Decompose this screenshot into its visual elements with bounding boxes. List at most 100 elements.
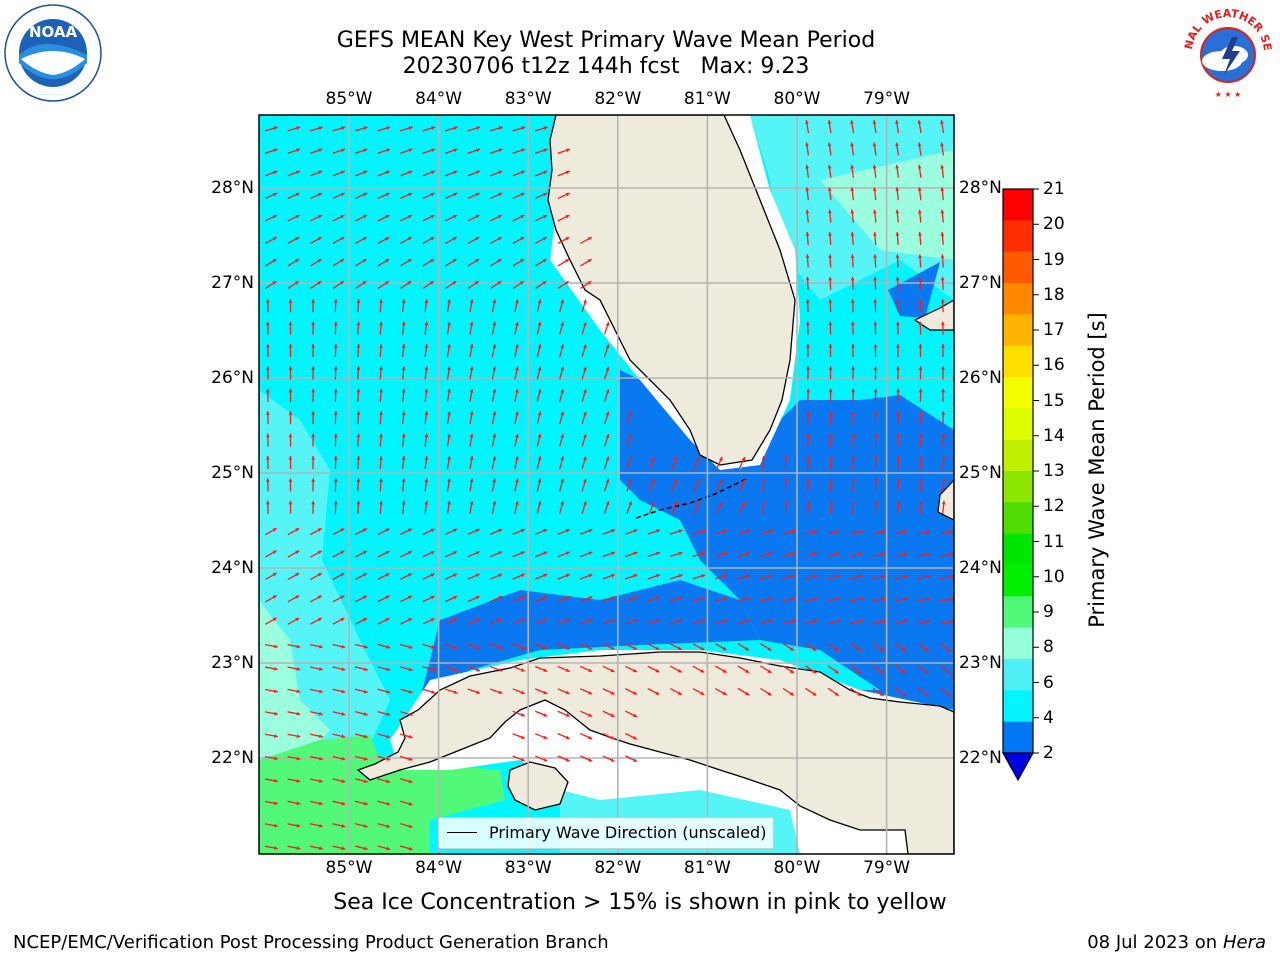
wave-arrow-head	[386, 779, 391, 784]
wave-arrow-head	[265, 344, 270, 348]
footer-host: Hera	[1222, 932, 1266, 953]
footer-date-text: 08 Jul 2023 on	[1087, 932, 1223, 953]
wave-arrow-head	[827, 142, 832, 147]
wave-arrow-head	[311, 456, 316, 460]
wave-arrow-head	[650, 479, 655, 483]
wave-arrow-head	[492, 388, 497, 393]
wave-arrow-head	[610, 596, 615, 600]
wave-arrow-head	[940, 142, 944, 147]
lon-label-bottom: 81°W	[683, 858, 731, 878]
wave-arrow-head	[431, 645, 436, 649]
wave-arrow-head	[926, 552, 931, 557]
wave-arrow-head	[949, 552, 953, 557]
wave-arrow-head	[851, 344, 855, 348]
wave-arrow-head	[274, 756, 278, 761]
wave-arrow-head	[385, 192, 390, 197]
wave-arrow-head	[583, 478, 587, 483]
wave-arrow-head	[424, 411, 429, 416]
wave-arrow-head	[296, 666, 301, 671]
wave-arrow-head	[632, 691, 637, 695]
wave-arrow-head	[701, 596, 706, 601]
wave-arrow-head	[632, 758, 637, 762]
wave-arrow-head	[498, 690, 503, 695]
wave-arrow-head	[583, 434, 587, 438]
wave-arrow-head	[940, 276, 945, 281]
wave-arrow-head	[940, 254, 945, 259]
colorbar-segment	[1003, 627, 1033, 660]
wave-arrow-head	[386, 846, 391, 851]
lon-label-top: 82°W	[594, 89, 642, 109]
wave-arrow-head	[543, 668, 548, 672]
wave-arrow-head	[311, 321, 316, 326]
wave-arrow-head	[827, 164, 832, 169]
map-legend: Primary Wave Direction (unscaled)	[438, 817, 774, 849]
wave-arrow-head	[701, 574, 706, 578]
wave-arrow-head	[401, 344, 406, 348]
wave-arrow-head	[356, 433, 361, 438]
wave-arrow-head	[746, 619, 751, 623]
wave-arrow-head	[565, 237, 570, 241]
wave-arrow-head	[560, 366, 565, 371]
wave-arrow-head	[272, 617, 277, 622]
wave-arrow-head	[723, 551, 728, 556]
wave-arrow-head	[296, 823, 301, 828]
wave-arrow-head	[333, 500, 338, 505]
wave-arrow-head	[288, 456, 293, 460]
wave-arrow-head	[408, 551, 412, 555]
period-band-2-4-bahamas	[888, 262, 940, 318]
wave-arrow-head	[565, 192, 570, 197]
wave-arrow-head	[408, 824, 413, 829]
wave-arrow-head	[560, 299, 565, 304]
wave-arrow-head	[560, 411, 565, 416]
wave-arrow-head	[805, 120, 809, 124]
wave-arrow-head	[812, 647, 817, 651]
wave-arrow-head	[746, 574, 751, 579]
wave-arrow-head	[850, 276, 855, 281]
wave-arrow-head	[431, 690, 436, 694]
wave-arrow-head	[274, 666, 278, 671]
wave-arrow-head	[588, 573, 593, 578]
wave-arrow-head	[274, 644, 278, 649]
wave-arrow-head	[746, 596, 751, 601]
wave-arrow-head	[605, 501, 610, 506]
wave-arrow-head	[895, 321, 900, 326]
wave-arrow-head	[895, 276, 900, 281]
colorbar-segment	[1003, 565, 1033, 597]
wave-arrow-head	[447, 321, 451, 326]
wave-arrow-head	[583, 344, 587, 349]
wave-arrow-head	[610, 646, 615, 650]
wave-arrow-head	[761, 478, 766, 483]
wave-arrow-head	[311, 344, 316, 348]
colorbar-segment	[1003, 533, 1033, 566]
wave-arrow-head	[850, 232, 855, 236]
wave-arrow-head	[469, 456, 474, 460]
colorbar-tick-label: 21	[1043, 179, 1065, 199]
wave-arrow-head	[565, 259, 570, 263]
wave-arrow-head	[408, 667, 413, 672]
lon-label-bottom: 83°W	[504, 858, 552, 878]
colorbar-segment	[1003, 408, 1033, 441]
wave-arrow-head	[520, 573, 525, 578]
wave-arrow-head	[918, 388, 923, 393]
wave-arrow-head	[941, 411, 946, 415]
wave-arrow-head	[543, 735, 548, 740]
wave-arrow-head	[296, 846, 301, 850]
wave-arrow-head	[851, 478, 856, 483]
wave-arrow-head	[453, 573, 458, 578]
wave-arrow-head	[408, 573, 412, 577]
wave-arrow-head	[424, 321, 429, 326]
wave-arrow-head	[498, 192, 503, 197]
wave-arrow-head	[386, 689, 391, 694]
wave-arrow-head	[919, 500, 924, 505]
wave-arrow-head	[610, 529, 615, 533]
wave-arrow-head	[424, 456, 429, 460]
wave-arrow-head	[565, 618, 570, 623]
wave-arrow-head	[385, 618, 390, 622]
wave-arrow-head	[543, 528, 548, 533]
wave-arrow-head	[918, 299, 923, 303]
wave-arrow-head	[896, 411, 901, 415]
wave-arrow-head	[722, 669, 727, 673]
lon-label-bottom: 82°W	[594, 858, 642, 878]
wave-arrow-head	[605, 389, 610, 394]
wave-arrow-head	[362, 237, 367, 241]
